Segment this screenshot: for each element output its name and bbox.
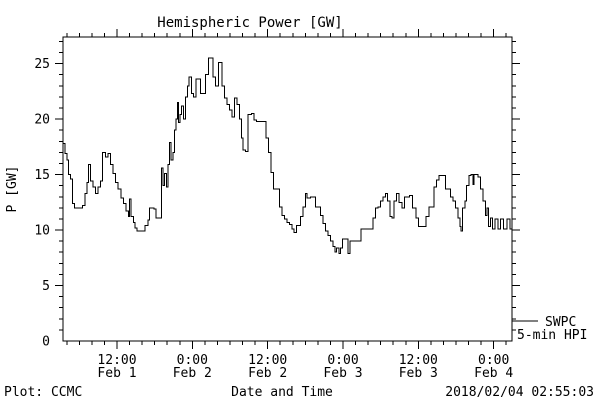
x-tick-label-date: Feb 3 xyxy=(399,366,438,381)
timestamp: 2018/02/04 02:55:03 xyxy=(445,385,594,400)
y-tick-label: 15 xyxy=(34,168,50,183)
legend-label-series: 5-min HPI xyxy=(517,328,587,343)
x-tick-label-time: 0:00 xyxy=(177,353,208,368)
x-tick-label-date: Feb 2 xyxy=(173,366,212,381)
plot-frame xyxy=(62,36,513,342)
y-axis-title: P [GW] xyxy=(5,166,20,213)
y-tick-label: 10 xyxy=(34,224,50,239)
y-tick-label: 5 xyxy=(42,279,50,294)
x-tick-label-time: 12:00 xyxy=(399,353,438,368)
x-tick-label-time: 12:00 xyxy=(248,353,287,368)
legend: SWPC 5-min HPI xyxy=(512,315,587,343)
x-tick-label-time: 12:00 xyxy=(97,353,136,368)
plot-credit: Plot: CCMC xyxy=(4,385,82,400)
legend-label-source: SWPC xyxy=(545,315,576,330)
x-tick-label-date: Feb 3 xyxy=(323,366,362,381)
y-tick-label: 20 xyxy=(34,113,50,128)
data-line-swpc-hpi xyxy=(63,57,513,254)
chart-title: Hemispheric Power [GW] xyxy=(157,15,342,31)
x-tick-label-time: 0:00 xyxy=(327,353,358,368)
y-tick-label: 0 xyxy=(42,335,50,350)
x-tick-label-time: 0:00 xyxy=(478,353,509,368)
x-axis-title: Date and Time xyxy=(231,385,333,400)
y-tick-labels: 0 5 10 15 20 25 xyxy=(34,57,50,349)
x-tick-label-date: Feb 2 xyxy=(248,366,287,381)
y-tick-label: 25 xyxy=(34,57,50,72)
axis-ticks xyxy=(55,29,520,349)
x-tick-label-date: Feb 1 xyxy=(97,366,136,381)
x-tick-label-date: Feb 4 xyxy=(474,366,513,381)
